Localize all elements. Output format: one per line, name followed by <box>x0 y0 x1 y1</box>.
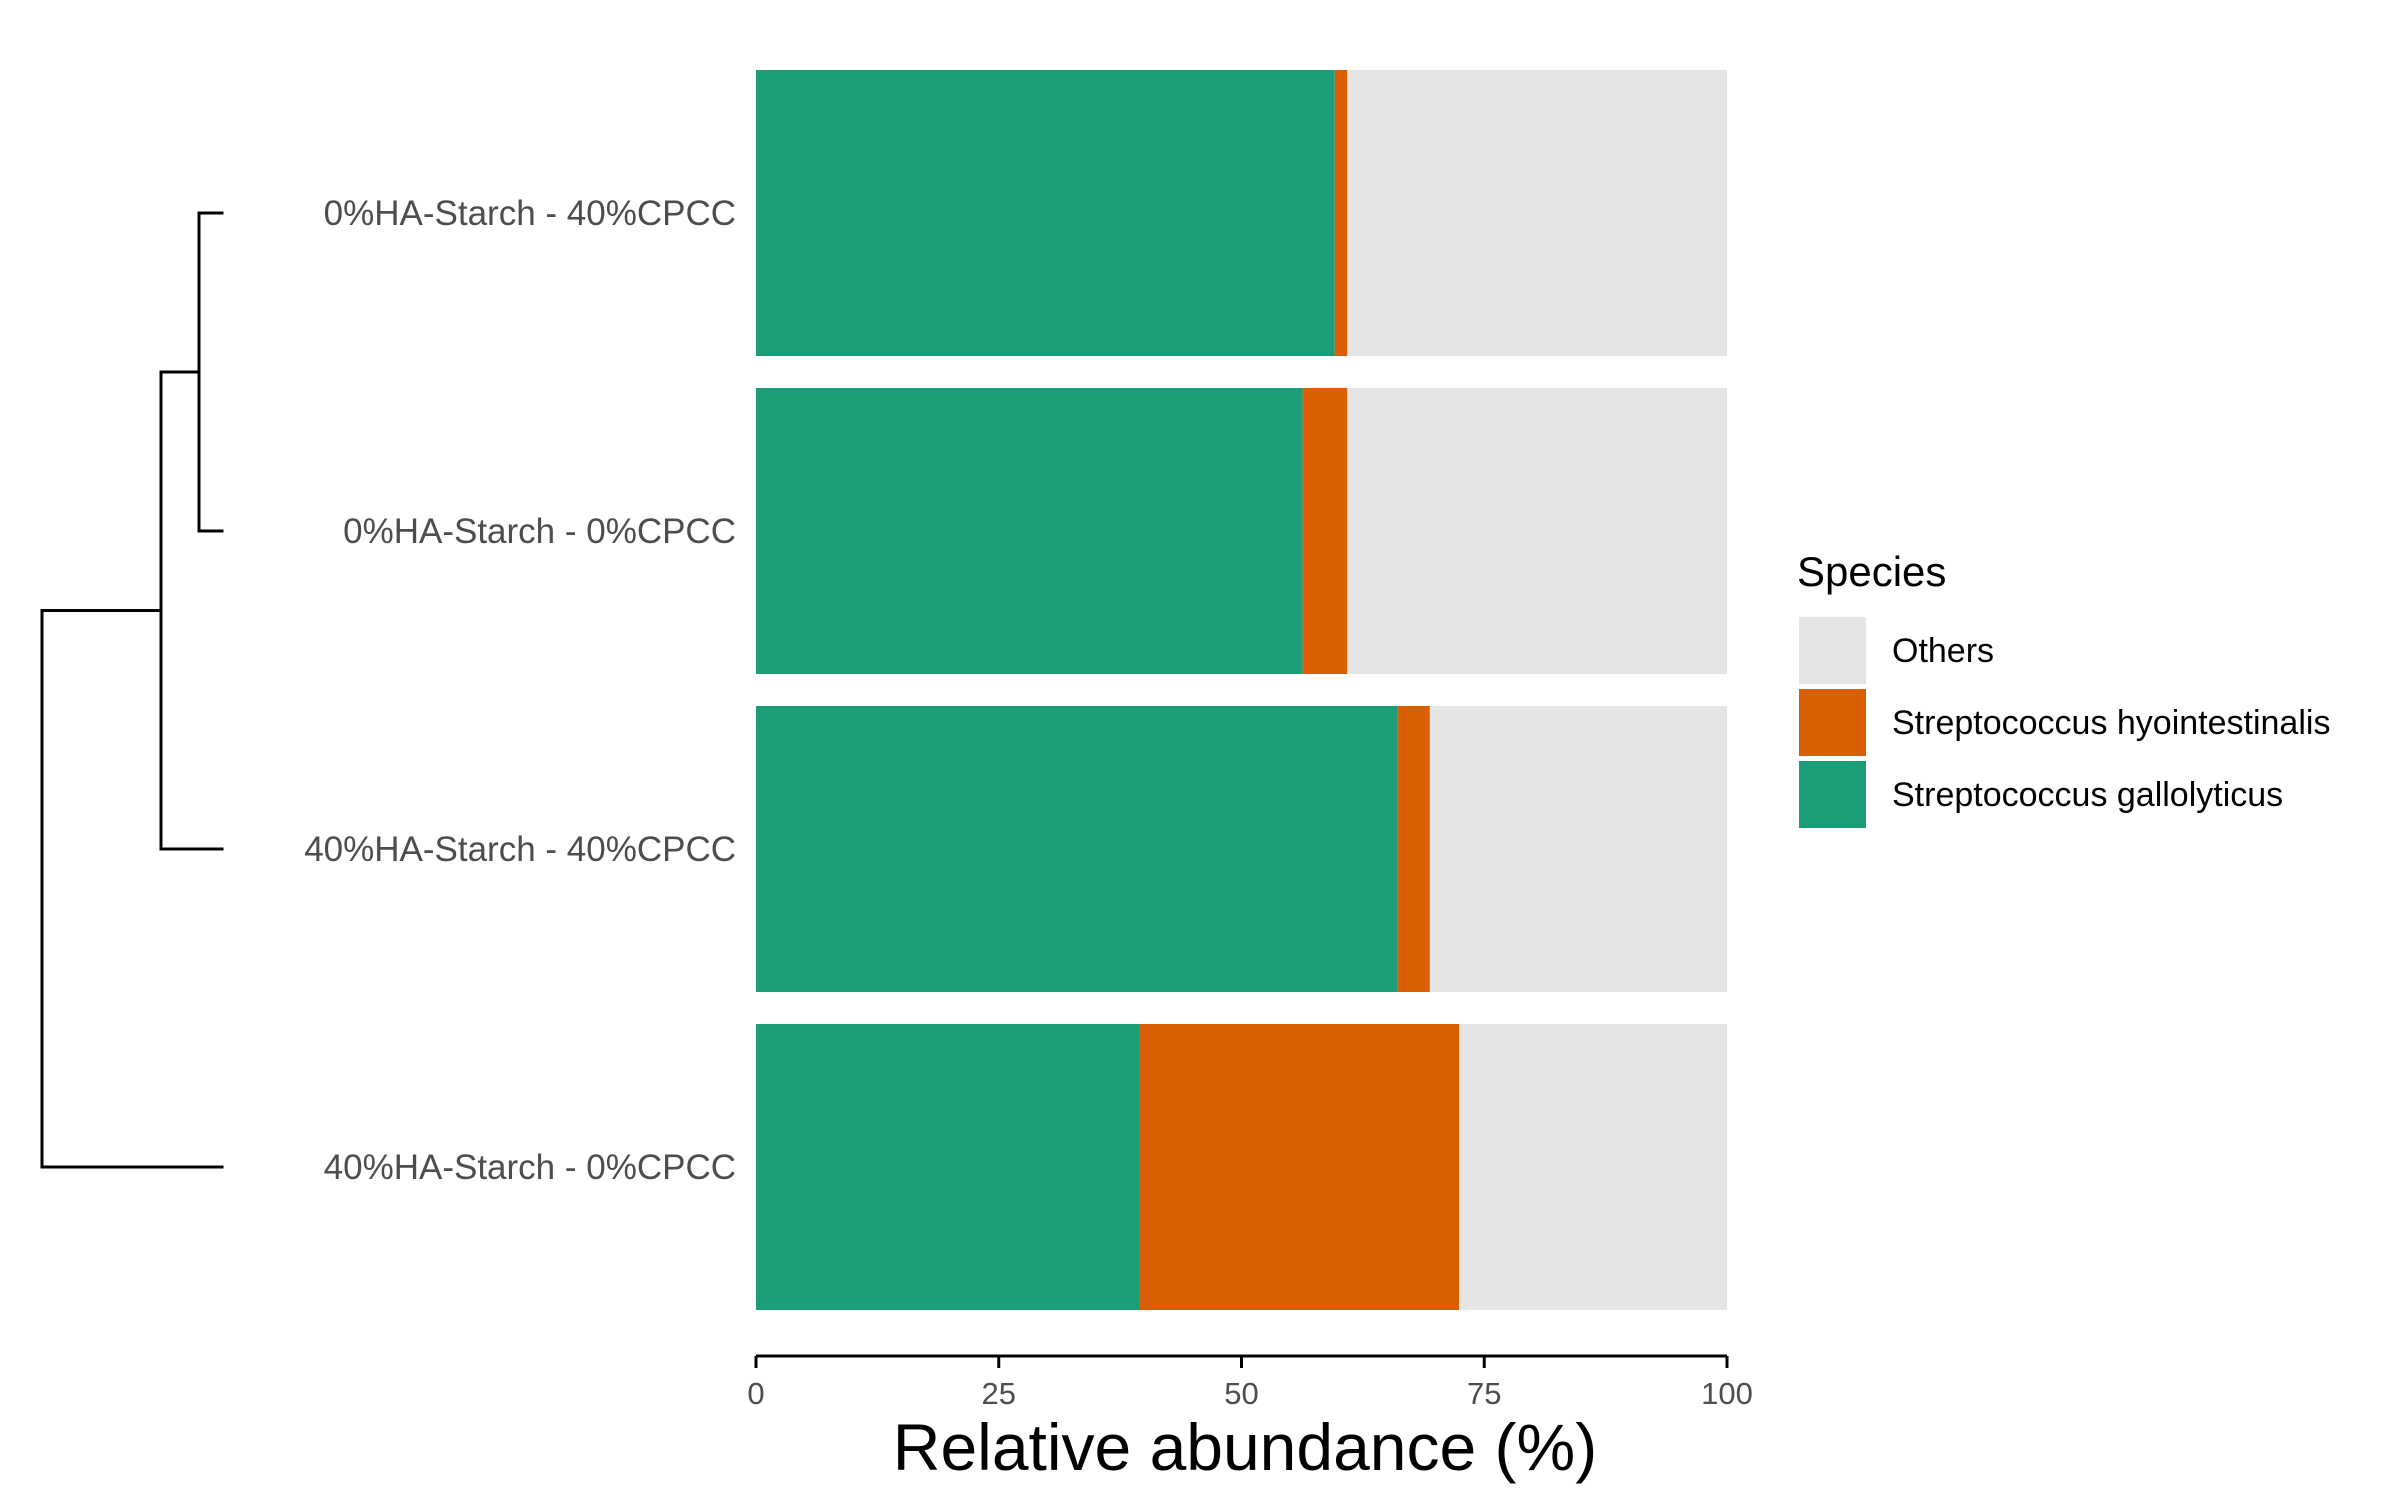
bar-2-series-3 <box>1347 388 1727 674</box>
legend-swatch <box>1799 689 1866 756</box>
category-label: 0%HA-Starch - 0%CPCC <box>343 512 736 551</box>
x-tick-label: 25 <box>982 1376 1016 1411</box>
bar-1-series-3 <box>1347 70 1727 356</box>
bar-1-series-2 <box>1334 70 1348 356</box>
category-label: 40%HA-Starch - 0%CPCC <box>324 1148 736 1187</box>
x-tick-label: 100 <box>1701 1376 1753 1411</box>
bar-2-series-2 <box>1302 388 1348 674</box>
category-labels: 0%HA-Starch - 40%CPCC 0%HA-Starch - 0%CPC… <box>304 194 736 1187</box>
legend-swatch <box>1799 761 1866 828</box>
x-tick-label: 50 <box>1224 1376 1258 1411</box>
dendrogram <box>40 211 224 1169</box>
legend-label: Streptococcus gallolyticus <box>1892 776 2283 814</box>
bar-3-series-3 <box>1429 706 1727 992</box>
category-label: 40%HA-Starch - 40%CPCC <box>304 830 736 869</box>
x-tick-label: 75 <box>1467 1376 1501 1411</box>
legend-label: Streptococcus hyointestinalis <box>1892 704 2330 742</box>
bar-4-series-3 <box>1459 1024 1727 1310</box>
bar-2-series-1 <box>756 388 1303 674</box>
legend: Species Others Streptococcus hyointestinal… <box>1797 548 2330 828</box>
category-label: 0%HA-Starch - 40%CPCC <box>324 194 736 233</box>
legend-title: Species <box>1797 548 1946 595</box>
legend-label: Others <box>1892 632 1994 670</box>
bar-3-series-1 <box>756 706 1398 992</box>
bar-3-series-2 <box>1397 706 1430 992</box>
bar-4-series-1 <box>756 1024 1140 1310</box>
bars-group <box>756 70 1727 1310</box>
x-axis-title: Relative abundance (%) <box>893 1410 1597 1484</box>
x-tick-label: 0 <box>747 1376 764 1411</box>
x-axis: 0 25 50 75 100 <box>747 1354 1753 1411</box>
bar-4-series-2 <box>1139 1024 1460 1310</box>
legend-swatch <box>1799 617 1866 684</box>
bar-1-series-1 <box>756 70 1335 356</box>
